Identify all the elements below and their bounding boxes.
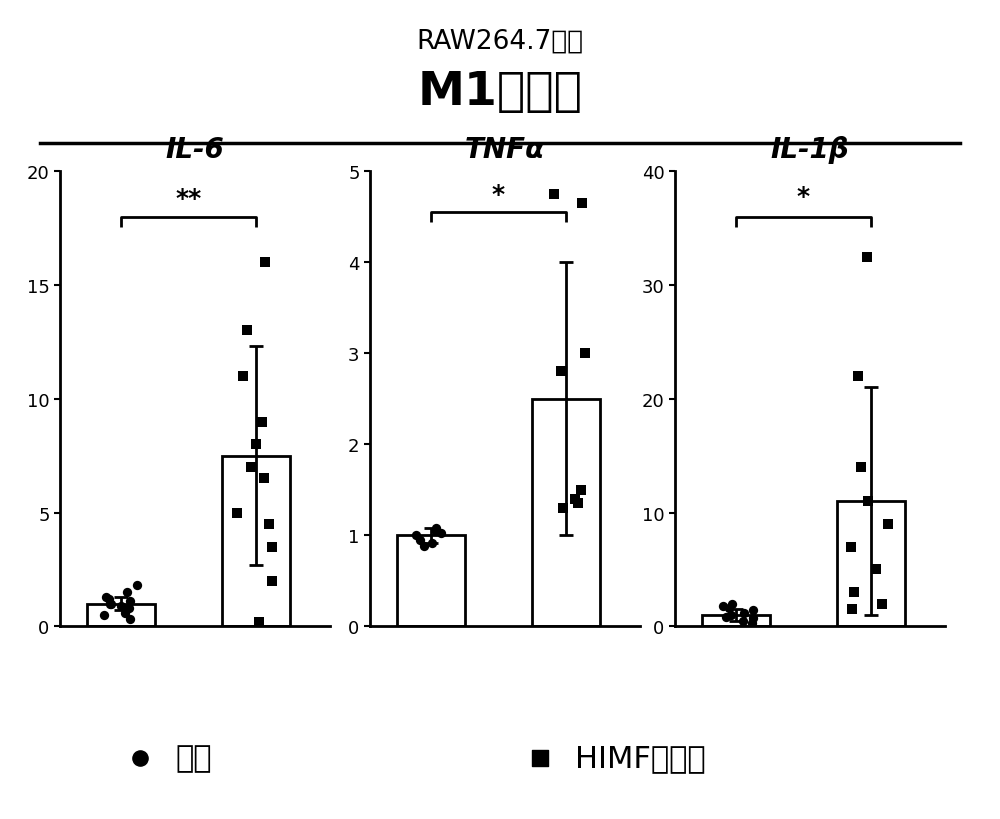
Point (96, 609, 112, 622)
Point (424, 536, 440, 550)
Text: HIMF过表达: HIMF过表达 (575, 743, 706, 772)
Point (408, 529, 424, 542)
Text: IL-6: IL-6 (166, 136, 224, 164)
Point (735, 614, 751, 627)
Point (101, 593, 117, 606)
Point (412, 534, 428, 547)
Bar (837, 501, 905, 627)
Point (567, 493, 583, 506)
Point (859, 251, 875, 264)
Point (555, 502, 571, 515)
Point (553, 365, 569, 378)
Text: RAW264.7细胞: RAW264.7细胞 (416, 29, 584, 55)
Text: M1型基因: M1型基因 (418, 70, 582, 115)
Point (121, 602, 137, 615)
Point (846, 586, 862, 599)
Point (745, 612, 761, 625)
Point (103, 597, 119, 610)
Point (98, 590, 114, 604)
Point (736, 606, 752, 619)
Bar (222, 456, 290, 627)
Point (229, 506, 245, 519)
Point (574, 197, 590, 210)
Point (860, 495, 876, 508)
Point (745, 604, 761, 618)
Point (723, 609, 739, 622)
Bar (532, 399, 600, 627)
Point (744, 617, 760, 630)
Point (122, 595, 138, 608)
Point (248, 438, 264, 451)
Point (254, 415, 270, 428)
Bar (87, 604, 154, 627)
Point (251, 615, 267, 628)
Point (416, 540, 432, 553)
Point (433, 527, 449, 541)
Point (113, 600, 129, 613)
Text: **: ** (175, 187, 201, 210)
Point (843, 541, 859, 554)
Bar (702, 615, 770, 627)
Point (868, 563, 884, 577)
Point (256, 473, 272, 486)
Text: *: * (797, 184, 810, 208)
Point (129, 579, 145, 592)
Point (844, 603, 860, 616)
Point (257, 256, 273, 269)
Text: IL-1β: IL-1β (771, 136, 849, 164)
Point (721, 602, 737, 615)
Point (850, 370, 866, 383)
Point (235, 370, 251, 383)
Point (261, 518, 277, 531)
Point (724, 597, 740, 610)
Point (122, 613, 138, 627)
Point (853, 461, 869, 474)
Point (880, 518, 896, 531)
Point (428, 522, 444, 535)
Point (102, 597, 118, 610)
Point (570, 497, 586, 510)
Point (546, 188, 562, 201)
Point (239, 324, 255, 337)
Point (264, 575, 280, 588)
Point (428, 524, 444, 537)
Point (573, 483, 589, 496)
Text: TNFα: TNFα (465, 136, 545, 164)
Text: 对照: 对照 (175, 743, 212, 772)
Point (243, 461, 259, 474)
Point (715, 600, 731, 613)
Bar (397, 536, 464, 627)
Point (119, 586, 135, 599)
Point (532, 751, 548, 764)
Text: *: * (492, 183, 505, 206)
Point (718, 611, 734, 624)
Point (132, 751, 148, 764)
Point (264, 541, 280, 554)
Point (117, 606, 133, 619)
Point (874, 597, 890, 610)
Point (577, 347, 593, 360)
